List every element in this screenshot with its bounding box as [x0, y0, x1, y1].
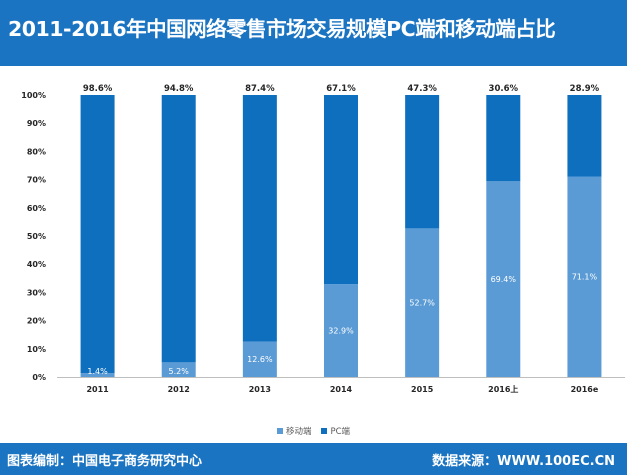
- x-tick-label: 2012: [168, 385, 190, 394]
- footer-source: 数据来源：WWW.100EC.CN: [432, 454, 615, 469]
- bar-pc: [486, 95, 521, 182]
- x-tick-label: 2016上: [488, 384, 518, 394]
- y-tick-label: 0%: [32, 373, 46, 382]
- data-label-mobile: 69.4%: [491, 275, 517, 284]
- x-tick-label: 2011: [86, 385, 109, 394]
- y-tick-label: 80%: [27, 147, 46, 156]
- x-tick-label: 2016e: [571, 385, 599, 394]
- y-tick-label: 90%: [27, 119, 46, 128]
- data-label-mobile: 5.2%: [169, 367, 190, 376]
- footer-bar: 图表编制：中国电子商务研究中心 数据来源：WWW.100EC.CN: [0, 443, 627, 475]
- bar-pc: [567, 95, 602, 177]
- bar-pc: [242, 95, 277, 342]
- data-label-mobile: 71.1%: [572, 273, 598, 282]
- data-label-pc: 28.9%: [570, 84, 600, 94]
- legend-swatch-pc: [321, 428, 328, 434]
- title-bar: 2011-2016年中国网络零售市场交易规模PC端和移动端占比: [0, 0, 627, 66]
- legend-label-mobile: 移动端: [285, 427, 312, 437]
- bar-mobile: [80, 373, 115, 377]
- y-tick-label: 40%: [27, 260, 46, 269]
- y-tick-label: 100%: [21, 91, 46, 100]
- x-tick-label: 2014: [330, 385, 353, 394]
- y-tick-label: 50%: [27, 232, 46, 241]
- data-label-mobile: 12.6%: [247, 355, 273, 364]
- chart-title: 2011-2016年中国网络零售市场交易规模PC端和移动端占比: [8, 17, 556, 41]
- data-label-pc: 67.1%: [326, 84, 356, 94]
- data-label-pc: 30.6%: [489, 84, 519, 94]
- x-tick-label: 2013: [249, 385, 271, 394]
- y-tick-label: 20%: [27, 317, 46, 326]
- legend-swatch-mobile: [276, 428, 283, 434]
- bar-pc: [405, 95, 440, 229]
- bar-mobile: [324, 284, 358, 377]
- bar-mobile: [242, 341, 277, 377]
- bar-pc: [80, 95, 115, 374]
- legend-item-pc: PC端: [321, 425, 350, 437]
- legend: 移动端 PC端: [0, 422, 627, 440]
- y-tick-label: 60%: [27, 204, 46, 213]
- data-label-mobile: 1.4%: [87, 367, 108, 376]
- data-label-mobile: 32.9%: [328, 327, 354, 336]
- bar-mobile: [567, 176, 602, 377]
- y-tick-label: 30%: [27, 288, 46, 297]
- legend-label-pc: PC端: [330, 427, 351, 437]
- y-tick-label: 70%: [27, 176, 46, 185]
- bar-mobile: [405, 228, 440, 377]
- chart-area: 0% 10% 20% 30% 40% 50% 60% 70% 80% 90% 100% 1.4% 98.…: [21, 84, 625, 394]
- bar-pc: [324, 95, 358, 285]
- footer-credit: 图表编制：中国电子商务研究中心: [7, 454, 203, 469]
- x-tick-label: 2015: [411, 385, 434, 394]
- data-label-pc: 87.4%: [245, 84, 275, 94]
- legend-item-mobile: 移动端: [276, 425, 312, 437]
- data-label-pc: 98.6%: [83, 84, 113, 94]
- data-label-mobile: 52.7%: [409, 299, 435, 308]
- data-label-pc: 94.8%: [164, 84, 194, 94]
- bar-mobile: [486, 181, 521, 377]
- data-label-pc: 47.3%: [407, 84, 437, 94]
- bar-pc: [161, 95, 196, 363]
- bar-mobile: [161, 362, 196, 377]
- y-tick-label: 10%: [27, 345, 46, 354]
